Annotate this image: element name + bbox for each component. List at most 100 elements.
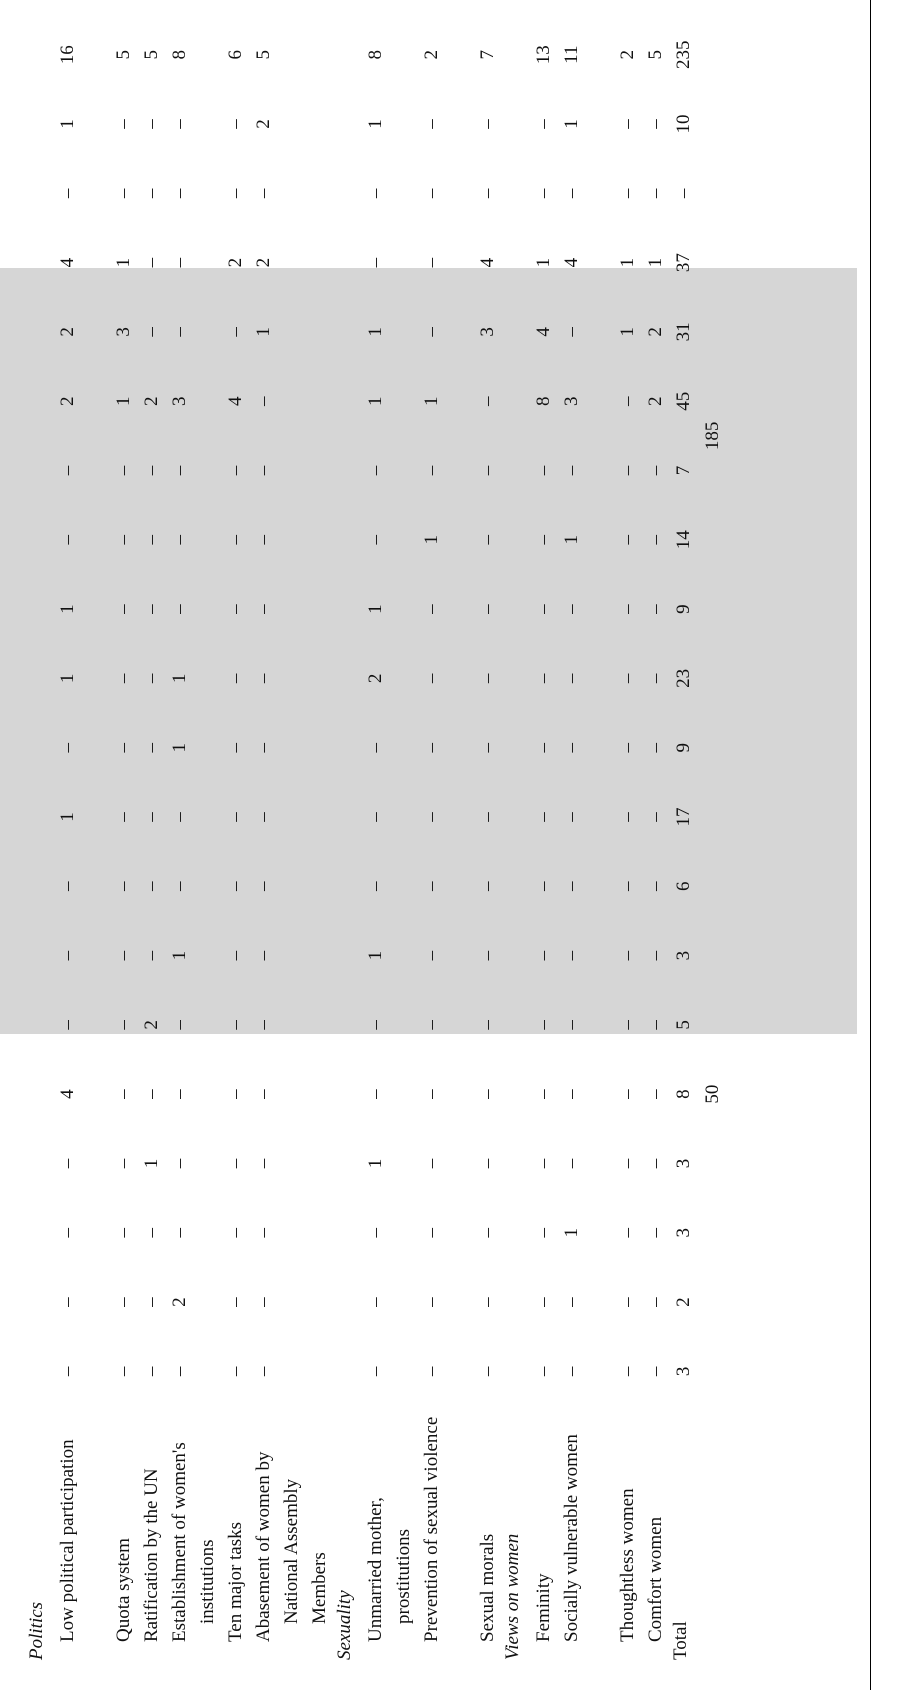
- cell-value: –: [362, 1198, 418, 1267]
- cell-value: –: [530, 713, 558, 782]
- cell-value: [334, 1129, 362, 1198]
- cell-value: [502, 367, 530, 436]
- row-label: Establishment of women's institutions: [166, 1406, 222, 1660]
- cell-value: 17: [670, 782, 698, 851]
- cell-value: 8: [166, 20, 222, 89]
- cell-value: [334, 852, 362, 921]
- cell-value: 4: [474, 228, 502, 297]
- cell-value: –: [222, 1198, 250, 1267]
- cell-value: –: [418, 436, 474, 505]
- cell-value: –: [642, 1267, 670, 1336]
- cell-value: [334, 436, 362, 505]
- cell-value: –: [250, 1337, 334, 1406]
- cell-value: 13: [530, 20, 558, 89]
- section-title: Sexuality: [334, 1406, 362, 1660]
- cell-value: –: [222, 159, 250, 228]
- cell-value: [334, 713, 362, 782]
- cell-value: [502, 1129, 530, 1198]
- cell-value: –: [362, 1267, 418, 1336]
- cell-value: –: [642, 89, 670, 158]
- cell-value: 4: [54, 228, 110, 297]
- cell-value: –: [642, 1198, 670, 1267]
- cell-value: 9: [670, 574, 698, 643]
- cell-value: 9: [670, 713, 698, 782]
- row-label: Socially vulnerable women: [558, 1406, 614, 1660]
- cell-value: –: [250, 921, 334, 990]
- cell-value: –: [110, 159, 138, 228]
- cell-value: [26, 159, 54, 228]
- cell-value: 2: [670, 1267, 698, 1336]
- cell-value: –: [614, 1337, 642, 1406]
- cell-value: [502, 1337, 530, 1406]
- cell-value: –: [54, 1267, 110, 1336]
- cell-value: 31: [670, 297, 698, 366]
- cell-value: [26, 505, 54, 574]
- cell-value: [502, 1198, 530, 1267]
- cell-value: –: [614, 990, 642, 1059]
- cell-value: –: [110, 1129, 138, 1198]
- cell-value: 2: [138, 367, 166, 436]
- row-label: Feminity: [530, 1406, 558, 1660]
- cell-value: [502, 782, 530, 851]
- row-label: [698, 1406, 726, 1660]
- cell-value: –: [138, 436, 166, 505]
- cell-value: [334, 20, 362, 89]
- cell-value: [334, 1060, 362, 1129]
- cell-value: –: [530, 1337, 558, 1406]
- cell-value: [334, 1337, 362, 1406]
- cell-value: –: [642, 159, 670, 228]
- cell-value: 1: [362, 367, 418, 436]
- cell-value: –: [418, 159, 474, 228]
- cell-value: 11: [558, 20, 614, 89]
- cell-value: 1: [362, 574, 418, 643]
- cell-value: 1: [530, 228, 558, 297]
- cell-value: –: [362, 713, 418, 782]
- cell-value: –: [558, 159, 614, 228]
- cell-value: 4: [54, 1060, 110, 1129]
- cell-value: –: [418, 1267, 474, 1336]
- cell-value: [26, 574, 54, 643]
- cell-value: –: [530, 644, 558, 713]
- cell-value: [502, 574, 530, 643]
- cell-value: –: [222, 1060, 250, 1129]
- cell-value: –: [110, 1337, 138, 1406]
- cell-value: –: [474, 713, 502, 782]
- cell-value: –: [54, 159, 110, 228]
- cell-value: –: [110, 89, 138, 158]
- cell-value: –: [362, 1060, 418, 1129]
- cell-value: –: [530, 852, 558, 921]
- cell-value: [502, 1267, 530, 1336]
- cell-value: –: [558, 1337, 614, 1406]
- cell-value: –: [166, 1198, 222, 1267]
- cell-value: [334, 297, 362, 366]
- cell-value: [502, 921, 530, 990]
- cell-value: –: [138, 297, 166, 366]
- cell-value: –: [418, 1198, 474, 1267]
- row-label: Thoughtless women: [614, 1406, 642, 1660]
- cell-value: –: [558, 713, 614, 782]
- cell-value: –: [530, 1129, 558, 1198]
- cell-value: 2: [138, 990, 166, 1059]
- cell-value: –: [110, 852, 138, 921]
- cell-value: –: [642, 436, 670, 505]
- cell-value: –: [614, 852, 642, 921]
- cell-value: 7: [474, 20, 502, 89]
- cell-value: –: [418, 644, 474, 713]
- cell-value: –: [558, 1267, 614, 1336]
- cell-value: 6: [670, 852, 698, 921]
- cell-value: [502, 852, 530, 921]
- cell-value: –: [558, 990, 614, 1059]
- cell-value: 5: [110, 20, 138, 89]
- cell-value: –: [642, 713, 670, 782]
- cell-value: –: [530, 89, 558, 158]
- cell-value: –: [138, 852, 166, 921]
- cell-value: 1: [166, 921, 222, 990]
- cell-value: 1: [362, 89, 418, 158]
- cell-value: –: [362, 782, 418, 851]
- cell-value: 4: [530, 297, 558, 366]
- cell-value: –: [530, 1060, 558, 1129]
- cell-value: 3: [670, 1198, 698, 1267]
- cell-value: –: [166, 1060, 222, 1129]
- cell-value: 1: [250, 297, 334, 366]
- cell-value: –: [614, 713, 642, 782]
